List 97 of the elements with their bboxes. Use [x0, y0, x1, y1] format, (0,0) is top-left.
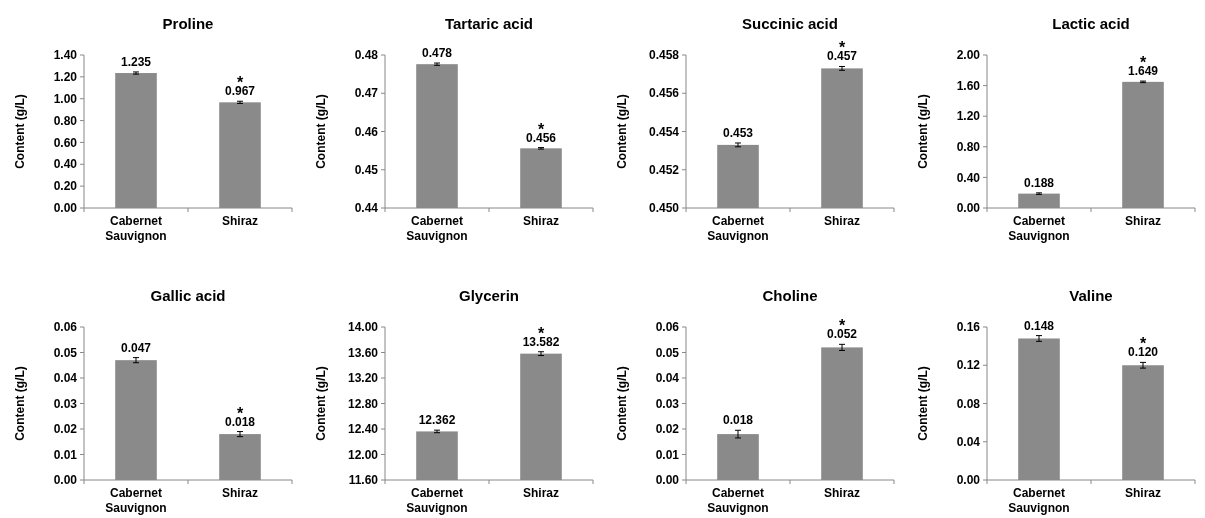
y-axis-title: Content (g/L) [916, 366, 930, 441]
y-tick-label: 0.04 [53, 371, 78, 386]
data-label: 0.478 [421, 46, 453, 61]
y-tick-label: 2.00 [956, 48, 981, 63]
y-axis-title: Content (g/L) [615, 366, 629, 441]
y-tick-label: 0.00 [53, 201, 78, 216]
data-label: 0.456 [525, 130, 557, 145]
data-label: 0.188 [1023, 175, 1055, 190]
data-label: 1.649 [1127, 64, 1159, 79]
y-tick-label: 0.06 [655, 320, 680, 335]
x-tick-label: Shiraz [823, 214, 861, 228]
data-label: 0.052 [826, 327, 858, 342]
y-tick-label: 13.60 [347, 345, 379, 360]
x-tick-label: Shiraz [522, 486, 560, 500]
y-tick-label: 0.00 [956, 201, 981, 216]
chart-title: Glycerin [458, 287, 520, 304]
data-label: 1.235 [120, 54, 152, 69]
x-tick-label: Shiraz [1124, 486, 1162, 500]
y-tick-label: 0.40 [956, 170, 981, 185]
chart-title: Gallic acid [150, 287, 226, 304]
data-label: 0.457 [826, 49, 858, 64]
y-tick-label: 1.40 [53, 48, 78, 63]
y-tick-label: 14.00 [347, 320, 379, 335]
data-label: 0.018 [722, 413, 754, 428]
y-tick-label: 0.03 [53, 396, 78, 411]
y-tick-label: 0.02 [655, 422, 680, 437]
data-label: 0.120 [1127, 345, 1159, 360]
y-tick-label: 0.00 [655, 473, 680, 488]
chart-title: Tartaric acid [444, 15, 534, 32]
y-tick-label: 0.00 [53, 473, 78, 488]
y-tick-label: 1.60 [956, 78, 981, 93]
x-tick-label: Shiraz [221, 214, 259, 228]
x-tick-label: Shiraz [522, 214, 560, 228]
chart-title: Valine [1069, 287, 1113, 304]
y-tick-label: 0.456 [648, 86, 680, 101]
y-tick-label: 11.60 [348, 473, 379, 488]
y-tick-label: 0.16 [956, 320, 981, 335]
y-tick-label: 0.00 [956, 473, 981, 488]
y-tick-label: 0.450 [648, 201, 680, 216]
y-axis-title: Content (g/L) [615, 94, 629, 169]
y-axis-title: Content (g/L) [916, 94, 930, 169]
y-tick-label: 0.04 [655, 371, 680, 386]
y-tick-label: 0.44 [354, 201, 379, 216]
data-label: 0.047 [120, 340, 152, 355]
data-label: 0.453 [722, 125, 754, 140]
data-label: 12.362 [418, 413, 456, 428]
y-tick-label: 0.03 [655, 396, 680, 411]
y-tick-label: 0.12 [956, 358, 981, 373]
y-tick-label: 0.05 [655, 345, 680, 360]
y-tick-label: 0.08 [956, 396, 981, 411]
data-label: 0.018 [224, 414, 256, 429]
y-tick-label: 0.45 [354, 162, 379, 177]
y-tick-label: 0.02 [53, 422, 78, 437]
y-tick-label: 12.00 [347, 447, 379, 462]
x-tick-label: Cabernet Sauvignon [406, 214, 468, 243]
y-tick-label: 13.20 [347, 371, 379, 386]
y-tick-label: 0.01 [655, 447, 680, 462]
y-tick-label: 0.452 [648, 162, 680, 177]
x-tick-label: Cabernet Sauvignon [406, 486, 468, 515]
y-tick-label: 0.04 [956, 434, 981, 449]
x-tick-label: Cabernet Sauvignon [707, 486, 769, 515]
y-tick-label: 0.46 [354, 124, 379, 139]
y-tick-label: 12.40 [347, 422, 379, 437]
x-tick-label: Cabernet Sauvignon [1008, 214, 1070, 243]
x-tick-label: Cabernet Sauvignon [707, 214, 769, 243]
y-tick-label: 0.60 [53, 135, 78, 150]
y-tick-label: 1.20 [956, 109, 981, 124]
x-tick-label: Cabernet Sauvignon [1008, 486, 1070, 515]
y-tick-label: 0.06 [53, 320, 78, 335]
y-tick-label: 12.80 [347, 396, 379, 411]
y-tick-label: 1.20 [53, 70, 78, 85]
y-tick-label: 0.05 [53, 345, 78, 360]
y-axis-title: Content (g/L) [13, 366, 27, 441]
chart-title: Proline [162, 15, 214, 32]
chart-title: Succinic acid [742, 15, 838, 32]
chart-title: Choline [762, 287, 818, 304]
y-tick-label: 0.47 [354, 86, 379, 101]
y-tick-label: 1.00 [53, 91, 78, 106]
x-tick-label: Cabernet Sauvignon [105, 486, 167, 515]
y-axis-title: Content (g/L) [13, 94, 27, 169]
y-tick-label: 0.40 [53, 157, 78, 172]
y-tick-label: 0.458 [648, 48, 680, 63]
y-axis-title: Content (g/L) [314, 366, 328, 441]
y-tick-label: 0.20 [53, 179, 78, 194]
x-tick-label: Shiraz [1124, 214, 1162, 228]
x-tick-label: Shiraz [221, 486, 259, 500]
chart-title: Lactic acid [1052, 15, 1130, 32]
y-tick-label: 0.454 [648, 124, 680, 139]
y-tick-label: 0.80 [956, 140, 981, 154]
y-tick-label: 0.80 [53, 113, 78, 128]
x-tick-label: Shiraz [823, 486, 861, 500]
data-label: 0.967 [224, 84, 256, 99]
x-tick-label: Cabernet Sauvignon [105, 214, 167, 243]
y-tick-label: 0.01 [53, 447, 78, 462]
y-tick-label: 0.48 [354, 48, 379, 63]
data-label: 0.148 [1023, 318, 1055, 333]
y-axis-title: Content (g/L) [314, 94, 328, 169]
